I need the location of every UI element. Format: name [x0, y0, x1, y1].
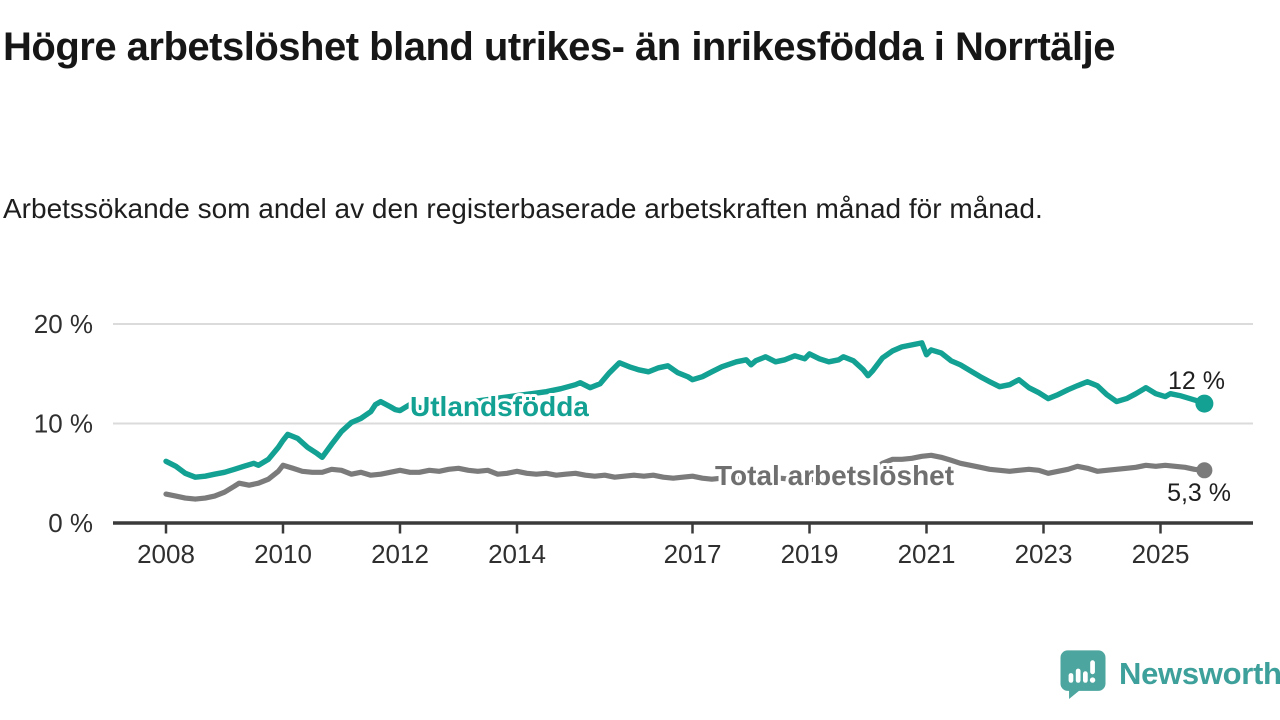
series-line-total-arbetsloshet [163, 452, 1208, 502]
page-title: Högre arbetslöshet bland utrikes- än inr… [3, 25, 1115, 69]
x-axis-labels: 2008 2010 2012 2014 2017 2019 2021 2023 2025 [137, 539, 1189, 569]
value-label-total-arbetsloshet: 5,3 % [1167, 479, 1231, 507]
gridlines [113, 323, 1253, 425]
line-chart: 0 % 10 % 20 % 2008 2010 2012 2014 2017 2019 2021… [34, 309, 1253, 569]
y-axis-label: 20 % [34, 309, 93, 339]
x-axis-label: 2023 [1015, 539, 1073, 569]
series-endpoint-utlandsfodda [1195, 394, 1214, 413]
newsworthy-icon [1060, 650, 1106, 699]
value-label-utlandsfodda: 12 % [1168, 367, 1225, 395]
series-line-utlandsfodda [163, 340, 1208, 480]
x-axis-label: 2014 [488, 539, 546, 569]
x-axis-label: 2017 [664, 539, 722, 569]
y-axis-label: 10 % [34, 409, 93, 439]
x-axis-label: 2012 [371, 539, 429, 569]
x-axis-label: 2019 [781, 539, 839, 569]
series-endpoint-total-arbetsloshet [1196, 462, 1213, 479]
x-axis-label: 2025 [1132, 539, 1190, 569]
x-axis-label: 2021 [898, 539, 956, 569]
x-axis-ticks [164, 524, 1162, 534]
x-axis-label: 2010 [254, 539, 312, 569]
x-axis-label: 2008 [137, 539, 195, 569]
newsworthy-logo: Newsworthy [1056, 647, 1280, 701]
y-axis-labels: 0 % 10 % 20 % [34, 309, 93, 538]
y-axis-label: 0 % [48, 508, 93, 538]
newsworthy-wordmark: Newsworthy [1119, 656, 1280, 691]
chart-subtitle: Arbetssökande som andel av den registerb… [3, 193, 1043, 224]
series-label-utlandsfodda: Utlandsfödda [410, 391, 589, 422]
series-label-total-arbetsloshet: Total arbetslöshet [715, 460, 954, 491]
